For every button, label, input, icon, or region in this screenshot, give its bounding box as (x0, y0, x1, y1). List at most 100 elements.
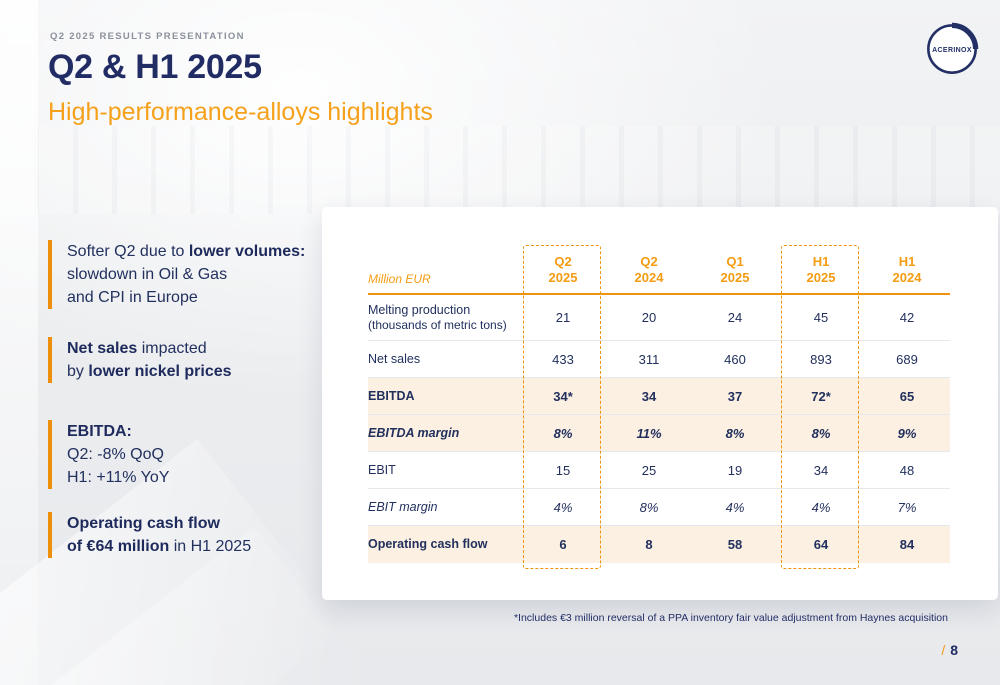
column-year: 2025 (720, 270, 750, 285)
acerinox-logo-icon: ACERINOX (927, 22, 979, 74)
cell-value: 11% (636, 425, 662, 441)
column-period: H1 (898, 254, 916, 269)
cell-value: 34 (641, 388, 657, 404)
cell-value: 21 (555, 310, 571, 325)
accent-bar (48, 337, 52, 383)
text-run-bold: lower volumes: (188, 243, 306, 260)
highlight-text: Net sales impacted by lower nickel price… (67, 337, 232, 383)
page-number: /8 (941, 642, 958, 658)
unit-label: Million EUR (368, 272, 431, 286)
row-label-sub: (thousands of metric tons) (368, 317, 507, 332)
table-header-row: Million EUR Q2 2025 Q2 2024 Q1 2025 H1 2… (368, 249, 950, 295)
text-run: by (67, 363, 89, 380)
acerinox-logo: ACERINOX (924, 21, 980, 77)
row-label: EBITDA (368, 388, 415, 403)
column-header-h1-2024: H1 2024 (864, 254, 950, 286)
column-header-q2-2025: Q2 2025 (520, 254, 606, 286)
cell-value: 460 (724, 351, 746, 367)
text-run-bold: Net sales (67, 340, 138, 357)
highlight-text: Operating cash flow of €64 million in H1… (67, 512, 251, 558)
cell-value: 8% (553, 425, 573, 441)
cell-value: 24 (727, 310, 743, 325)
column-period: Q2 (554, 254, 572, 269)
text-run: impacted (137, 340, 207, 357)
cell-value: 689 (896, 351, 918, 367)
cell-value: 8% (725, 425, 745, 441)
text-run-bold: EBITDA: (67, 423, 132, 440)
column-period: Q1 (726, 254, 744, 269)
text-run: H1: +11% YoY (67, 469, 170, 486)
cell-value: 433 (552, 351, 574, 367)
column-year: 2025 (806, 270, 836, 285)
page-number-slash: / (941, 642, 946, 658)
row-label: EBIT (368, 462, 396, 477)
cell-value: 4% (811, 499, 831, 515)
cell-value: 72* (811, 388, 831, 404)
text-run: slowdown in Oil & Gas (67, 266, 228, 283)
page-title: Q2 & H1 2025 (48, 48, 262, 86)
presentation-eyebrow: Q2 2025 RESULTS PRESENTATION (50, 31, 245, 42)
highlight-operating-cash-flow: Operating cash flow of €64 million in H1… (48, 512, 330, 558)
column-header-q1-2025: Q1 2025 (692, 254, 778, 286)
text-run-bold: lower nickel prices (88, 363, 232, 380)
highlight-text: EBITDA: Q2: -8% QoQ H1: +11% YoY (67, 420, 169, 489)
column-year: 2025 (548, 270, 578, 285)
cell-value: 6 (559, 537, 567, 552)
logo-text: ACERINOX (932, 47, 972, 54)
table-row-melting-production: Melting production (thousands of metric … (368, 295, 950, 341)
cell-value: 34 (813, 462, 829, 478)
column-period: Q2 (640, 254, 658, 269)
cell-value: 8% (639, 499, 659, 515)
row-label: EBIT margin (368, 499, 438, 514)
cell-value: 42 (899, 310, 915, 325)
cell-value: 58 (727, 537, 743, 552)
row-label: Melting production (thousands of metric … (368, 299, 520, 337)
cell-value: 893 (810, 351, 832, 367)
row-label-text: Melting production (368, 302, 471, 317)
highlights-list: Softer Q2 due to lower volumes: slowdown… (48, 240, 330, 558)
highlight-text: Softer Q2 due to lower volumes: slowdown… (67, 240, 305, 309)
financials-table: Million EUR Q2 2025 Q2 2024 Q1 2025 H1 2… (368, 249, 950, 563)
cell-value: 4% (725, 499, 745, 515)
accent-bar (48, 420, 52, 489)
text-run: Softer Q2 due to (67, 243, 189, 260)
background-building-band (0, 126, 1000, 214)
page-subtitle: High-performance-alloys highlights (48, 98, 433, 126)
column-year: 2024 (892, 270, 922, 285)
cell-value: 19 (727, 462, 743, 478)
background-left-strip (0, 0, 38, 685)
highlight-lower-volumes: Softer Q2 due to lower volumes: slowdown… (48, 240, 330, 309)
cell-value: 20 (641, 310, 657, 325)
cell-value: 9% (897, 425, 917, 441)
page-number-value: 8 (950, 642, 958, 658)
text-run: Q2: -8% QoQ (67, 446, 164, 463)
cell-value: 8 (645, 537, 653, 552)
cell-value: 64 (813, 537, 829, 552)
financials-table-card: Million EUR Q2 2025 Q2 2024 Q1 2025 H1 2… (322, 207, 998, 600)
text-run: in H1 2025 (169, 538, 252, 555)
row-label: Net sales (368, 351, 421, 366)
column-period: H1 (812, 254, 830, 269)
footnote: *Includes €3 million reversal of a PPA i… (513, 612, 948, 624)
cell-value: 34* (553, 388, 573, 404)
cell-value: 8% (811, 425, 831, 441)
text-run: and CPI in Europe (67, 289, 198, 306)
cell-value: 65 (899, 388, 915, 404)
cell-value: 84 (899, 537, 915, 552)
table-row-ebit: EBIT 15 25 19 34 48 (368, 452, 950, 489)
cell-value: 311 (638, 351, 660, 367)
cell-value: 37 (727, 388, 743, 404)
cell-value: 45 (813, 310, 829, 325)
column-year: 2024 (634, 270, 664, 285)
highlight-ebitda: EBITDA: Q2: -8% QoQ H1: +11% YoY (48, 420, 330, 489)
table-row-ebitda: EBITDA 34* 34 37 72* 65 (368, 378, 950, 415)
accent-bar (48, 512, 52, 558)
table-row-net-sales: Net sales 433 311 460 893 689 (368, 341, 950, 378)
cell-value: 48 (899, 462, 915, 478)
accent-bar (48, 240, 52, 309)
cell-value: 25 (641, 462, 657, 478)
table-row-ebitda-margin: EBITDA margin 8% 11% 8% 8% 9% (368, 415, 950, 452)
row-label: Operating cash flow (368, 537, 488, 551)
column-header-h1-2025: H1 2025 (778, 254, 864, 286)
